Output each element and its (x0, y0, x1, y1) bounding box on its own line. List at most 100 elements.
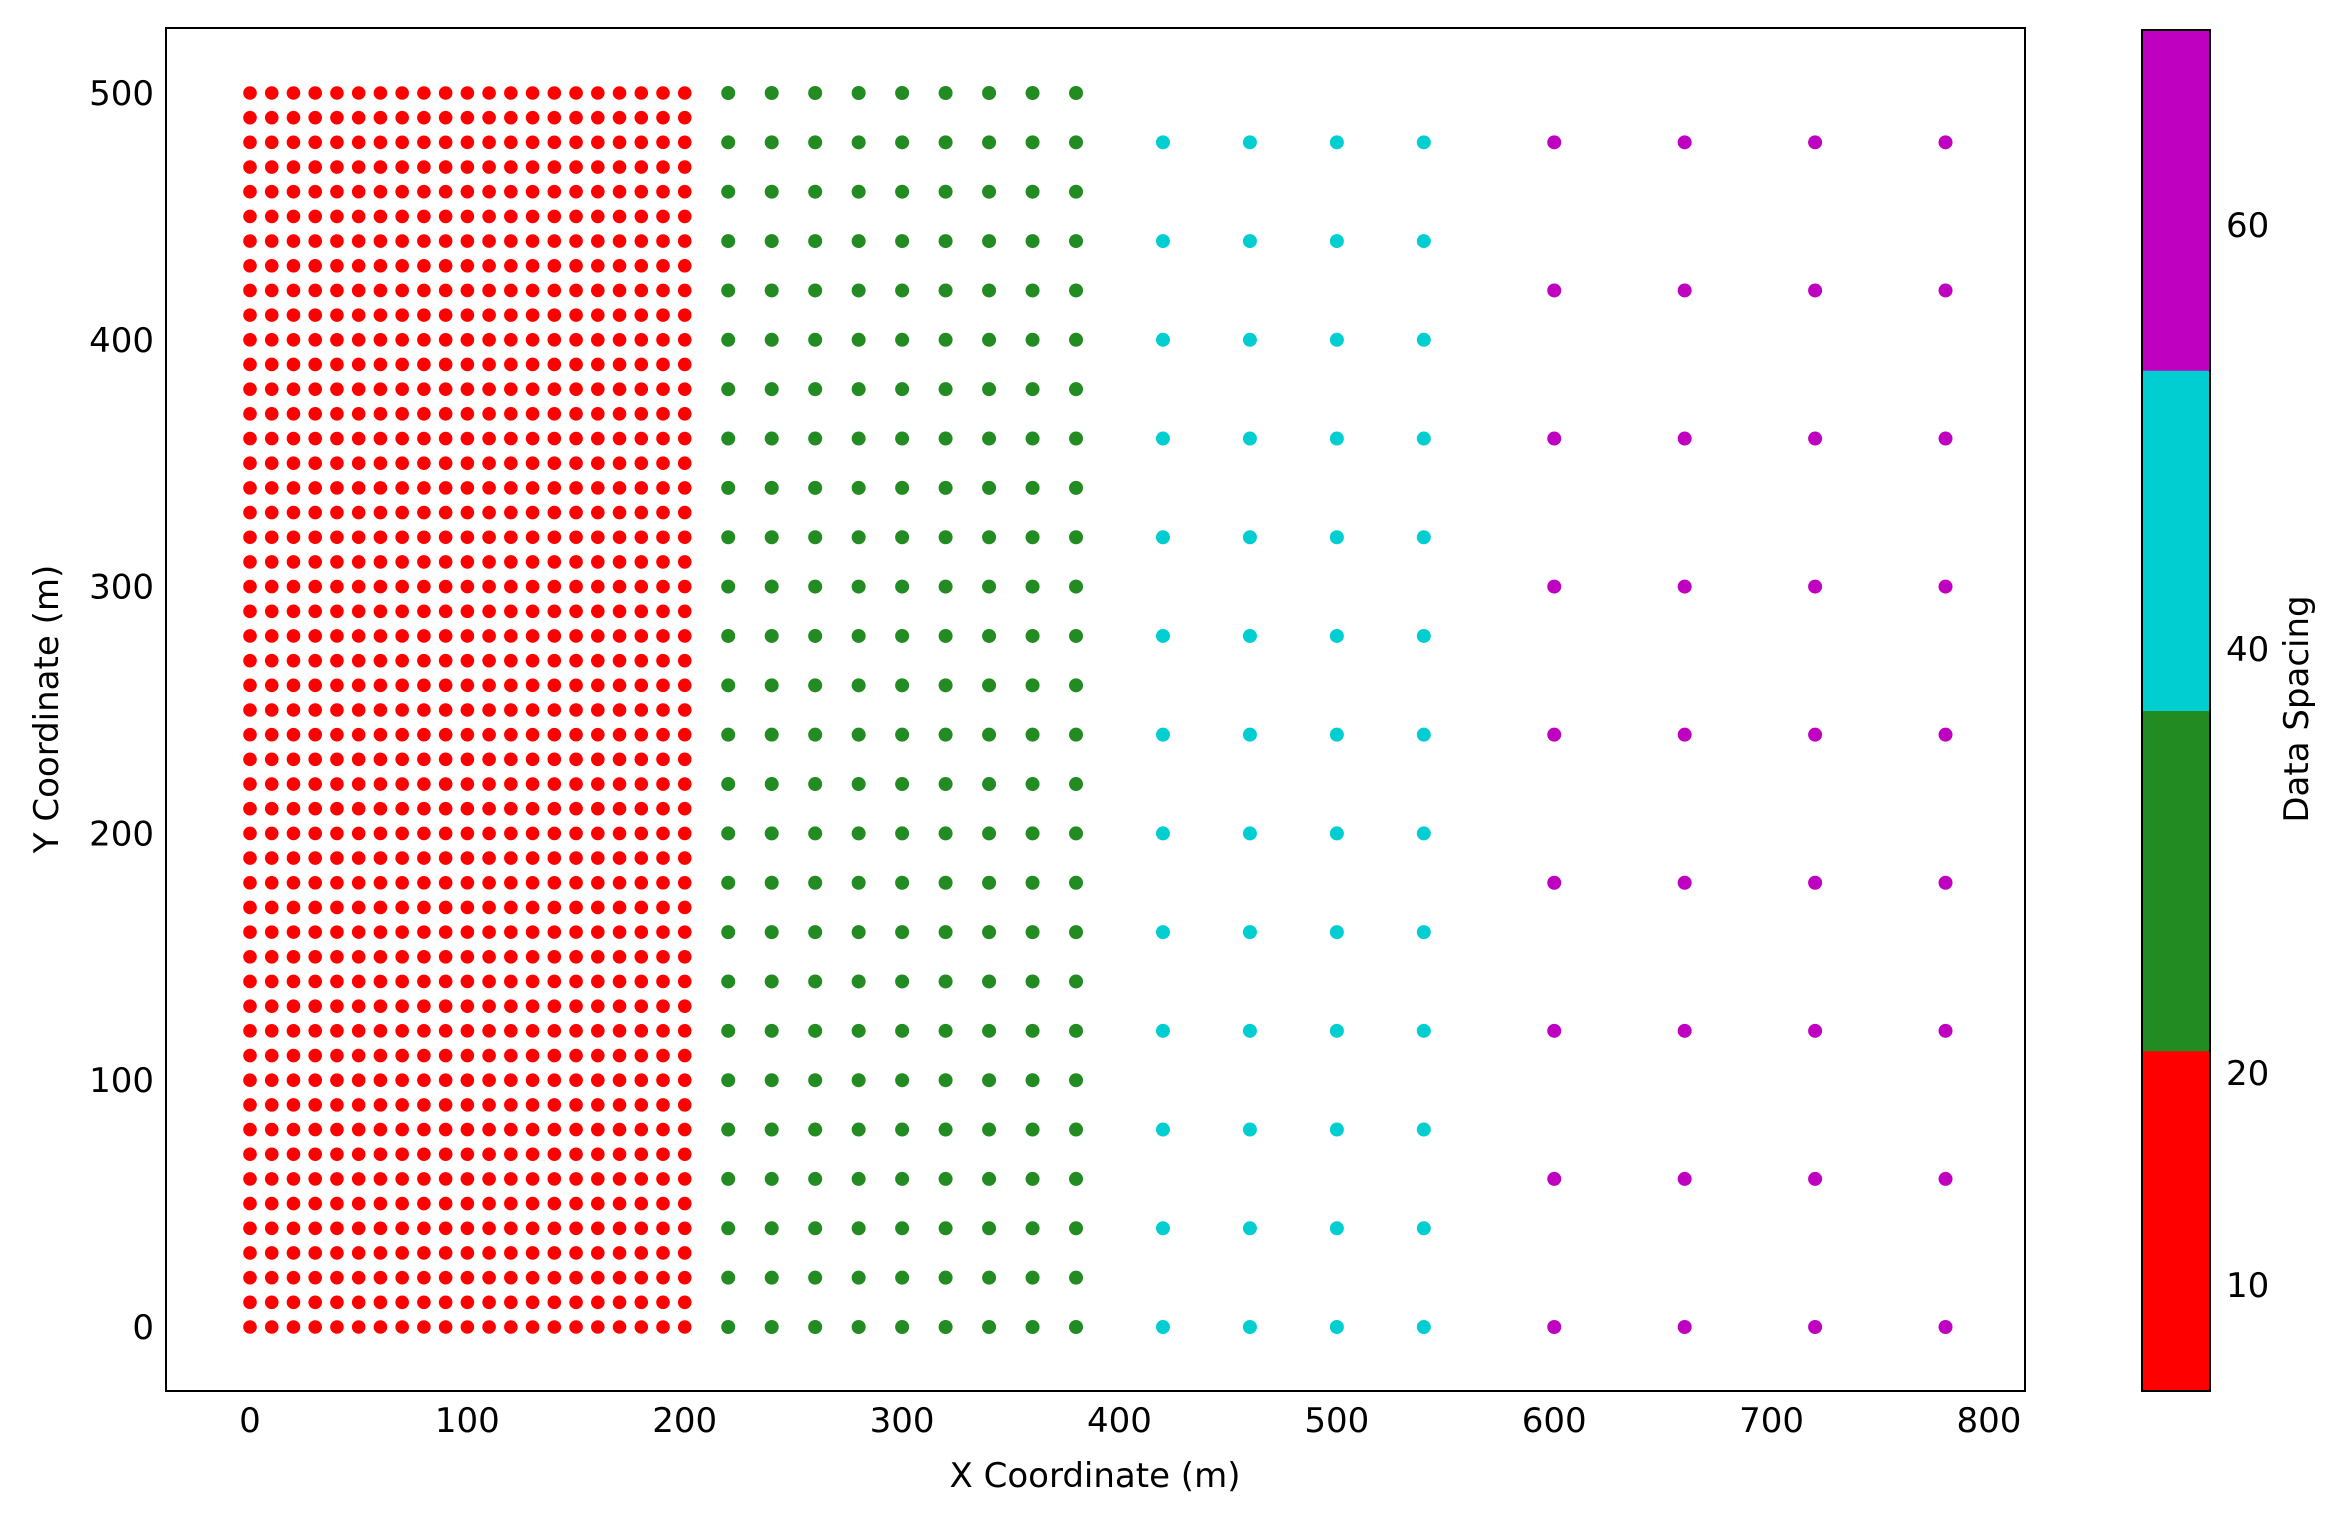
data-point-spacing-10 (504, 555, 518, 569)
data-point-spacing-10 (243, 407, 257, 421)
data-point-spacing-10 (417, 135, 431, 150)
data-point-spacing-20 (1069, 1270, 1084, 1285)
data-point-spacing-20 (938, 431, 953, 446)
data-point-spacing-10 (656, 1172, 670, 1186)
data-point-spacing-20 (1025, 431, 1040, 446)
data-point-spacing-20 (764, 1122, 779, 1137)
data-point-spacing-10 (438, 1147, 453, 1162)
data-point-spacing-10 (591, 184, 605, 199)
data-point-spacing-10 (591, 925, 605, 939)
data-point-spacing-10 (395, 258, 409, 273)
data-point-spacing-10 (417, 801, 431, 816)
data-point-spacing-10 (460, 555, 475, 569)
data-point-spacing-10 (482, 258, 496, 273)
data-point-spacing-10 (438, 184, 453, 199)
data-point-spacing-10 (634, 900, 649, 915)
data-point-spacing-10 (373, 407, 388, 421)
data-point-spacing-10 (460, 333, 475, 347)
data-point-spacing-20 (764, 925, 779, 940)
data-point-spacing-40 (1242, 628, 1257, 643)
data-point-spacing-10 (591, 1073, 605, 1087)
data-point-spacing-20 (1069, 530, 1084, 545)
data-point-spacing-10 (395, 456, 409, 471)
data-point-spacing-10 (525, 308, 540, 322)
data-point-spacing-10 (264, 86, 279, 100)
data-point-spacing-10 (591, 1221, 605, 1236)
data-point-spacing-20 (764, 86, 779, 100)
data-point-spacing-10 (547, 110, 562, 125)
data-point-spacing-20 (938, 382, 953, 397)
data-point-spacing-10 (417, 604, 431, 619)
data-point-spacing-10 (656, 950, 670, 964)
data-point-spacing-10 (547, 431, 562, 446)
data-point-spacing-20 (721, 1073, 736, 1088)
data-point-spacing-20 (764, 382, 779, 397)
data-point-spacing-10 (612, 925, 627, 939)
data-point-spacing-10 (460, 925, 475, 939)
data-point-spacing-10 (547, 678, 562, 693)
colorbar-segment (2142, 1050, 2210, 1392)
data-point-spacing-10 (677, 505, 692, 520)
data-point-spacing-60 (1677, 875, 1692, 890)
data-point-spacing-10 (373, 579, 388, 594)
data-point-spacing-20 (982, 1270, 997, 1285)
data-point-spacing-10 (351, 1295, 366, 1310)
data-point-spacing-20 (938, 777, 953, 792)
data-point-spacing-10 (417, 184, 431, 199)
data-point-spacing-20 (982, 530, 997, 545)
data-point-spacing-10 (460, 86, 475, 100)
data-point-spacing-60 (1677, 1320, 1692, 1334)
data-point-spacing-20 (808, 431, 823, 446)
data-point-spacing-10 (395, 678, 409, 693)
data-point-spacing-10 (243, 925, 257, 939)
data-point-spacing-10 (351, 851, 366, 865)
data-point-spacing-10 (547, 1147, 562, 1162)
data-point-spacing-10 (525, 752, 540, 767)
data-point-spacing-10 (634, 1024, 649, 1038)
data-point-spacing-10 (612, 505, 627, 520)
data-point-spacing-10 (634, 135, 649, 150)
data-point-spacing-10 (417, 308, 431, 322)
data-point-spacing-10 (308, 950, 323, 964)
data-point-spacing-10 (243, 431, 257, 446)
data-point-spacing-10 (482, 1295, 496, 1310)
data-point-spacing-10 (591, 283, 605, 298)
data-point-spacing-10 (351, 382, 366, 396)
data-point-spacing-10 (482, 308, 496, 322)
data-point-spacing-10 (286, 110, 301, 125)
data-point-spacing-60 (1808, 875, 1823, 890)
data-point-spacing-10 (438, 505, 453, 520)
data-point-spacing-60 (1938, 579, 1953, 594)
data-point-spacing-10 (612, 777, 627, 791)
data-point-spacing-10 (525, 1295, 540, 1310)
data-point-spacing-10 (591, 579, 605, 594)
data-point-spacing-10 (351, 135, 366, 150)
data-point-spacing-10 (308, 777, 323, 791)
data-point-spacing-10 (547, 308, 562, 322)
data-point-spacing-10 (569, 86, 583, 100)
data-point-spacing-10 (373, 1122, 388, 1137)
data-point-spacing-10 (308, 900, 323, 915)
data-point-spacing-10 (482, 357, 496, 372)
data-point-spacing-10 (308, 727, 323, 742)
data-point-spacing-20 (764, 678, 779, 693)
data-point-spacing-10 (591, 1270, 605, 1285)
data-point-spacing-10 (547, 135, 562, 150)
data-point-spacing-10 (395, 875, 409, 890)
data-point-spacing-10 (612, 974, 627, 989)
data-point-spacing-10 (373, 456, 388, 471)
data-point-spacing-10 (482, 801, 496, 816)
data-point-spacing-10 (504, 407, 518, 421)
data-point-spacing-10 (308, 382, 323, 396)
data-point-spacing-10 (482, 1221, 496, 1236)
data-point-spacing-10 (482, 851, 496, 865)
data-point-spacing-10 (286, 1073, 301, 1087)
data-point-spacing-10 (569, 629, 583, 643)
data-point-spacing-10 (656, 258, 670, 273)
data-point-spacing-10 (286, 579, 301, 594)
data-point-spacing-10 (264, 234, 279, 248)
data-point-spacing-10 (591, 505, 605, 520)
data-point-spacing-20 (851, 382, 866, 397)
data-point-spacing-10 (373, 678, 388, 693)
data-point-spacing-40 (1242, 530, 1257, 545)
